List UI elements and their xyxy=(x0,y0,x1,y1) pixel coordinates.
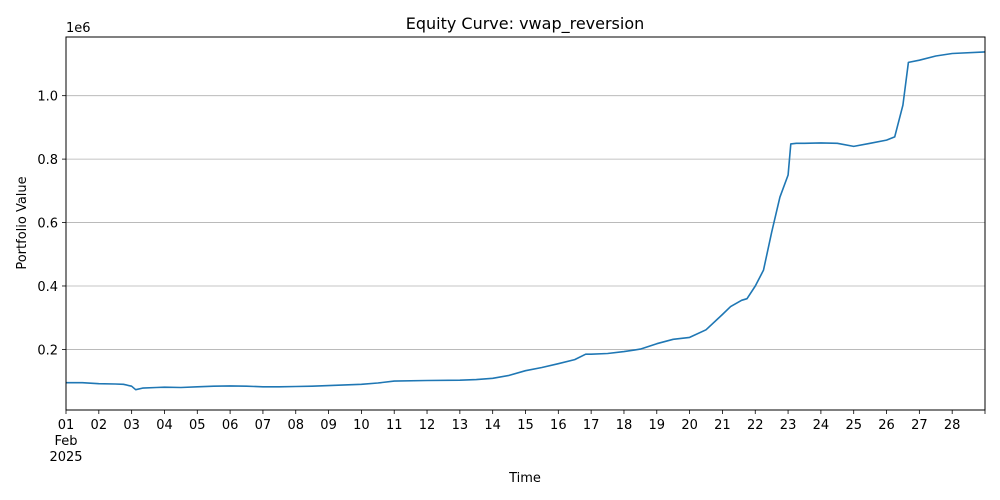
x-tick-label: 16 xyxy=(550,418,567,433)
y-tick-label: 0.8 xyxy=(37,153,58,168)
x-tick-label: 25 xyxy=(845,418,862,433)
x-tick-label: 26 xyxy=(878,418,895,433)
x-tick-label: 04 xyxy=(156,418,173,433)
x-tick-label: 24 xyxy=(813,418,830,433)
y-axis-title: Portfolio Value xyxy=(15,176,30,269)
x-tick-label: 10 xyxy=(353,418,370,433)
x-tick-label: 22 xyxy=(747,418,764,433)
x-tick-label: 21 xyxy=(714,418,731,433)
x-tick-label: 28 xyxy=(944,418,961,433)
x-axis: 01 02 03 04 05 06 07 08 09 10 11 12 13 14 15 16 17 18 19 20… xyxy=(49,410,986,465)
y-offset-label: 1e6 xyxy=(66,21,91,36)
y-gridlines xyxy=(66,95,985,350)
x-tick-label: 12 xyxy=(419,418,436,433)
x-tick-label: 17 xyxy=(583,418,600,433)
x-tick-label: 09 xyxy=(320,418,337,433)
equity-series-line xyxy=(66,51,986,391)
x-tick-label: 14 xyxy=(484,418,501,433)
x-tick-label: 02 xyxy=(91,418,108,433)
chart-title: Equity Curve: vwap_reversion xyxy=(406,14,645,34)
x-tick-label: 11 xyxy=(386,418,403,433)
x-year-label: 2025 xyxy=(49,450,82,465)
y-axis: 0.2 0.4 0.6 0.8 1.0 xyxy=(37,90,66,358)
x-tick-label: 15 xyxy=(517,418,534,433)
y-tick-label: 0.6 xyxy=(37,217,58,232)
x-tick-label: 19 xyxy=(649,418,666,433)
y-tick-label: 0.2 xyxy=(37,343,58,358)
y-tick-label: 0.4 xyxy=(37,280,58,295)
x-tick-label: 13 xyxy=(452,418,469,433)
x-tick-label: 18 xyxy=(616,418,633,433)
plot-frame xyxy=(65,36,986,411)
x-tick-label: 03 xyxy=(123,418,140,433)
x-tick-label: 07 xyxy=(255,418,272,433)
x-tick-label: 08 xyxy=(287,418,304,433)
x-tick-label: 05 xyxy=(189,418,206,433)
x-tick-label: 01 xyxy=(58,418,75,433)
x-tick-label: 23 xyxy=(780,418,797,433)
y-tick-label: 1.0 xyxy=(37,90,58,105)
x-axis-title: Time xyxy=(508,471,541,486)
x-month-label: Feb xyxy=(54,434,77,449)
x-tick-label: 20 xyxy=(681,418,698,433)
x-tick-label: 06 xyxy=(222,418,239,433)
x-tick-label: 27 xyxy=(911,418,928,433)
